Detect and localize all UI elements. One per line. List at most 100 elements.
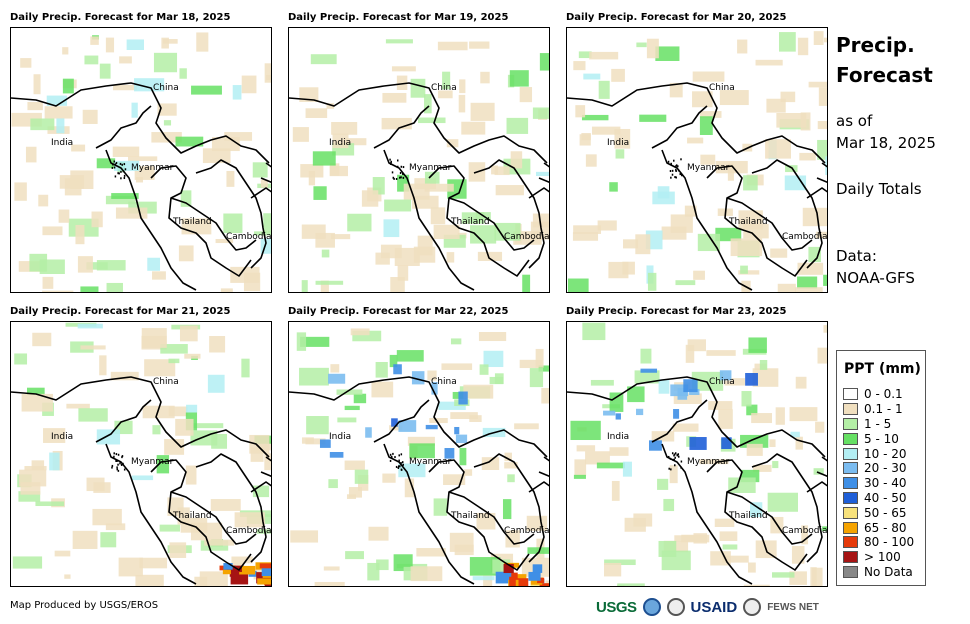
precip-cell: [331, 122, 358, 135]
island-mark: [115, 161, 118, 164]
precip-cell: [300, 164, 324, 178]
precip-cell: [230, 266, 260, 283]
precip-cell: [42, 226, 63, 236]
country-label: India: [607, 138, 629, 148]
precip-cell: [58, 209, 70, 223]
island-mark: [115, 459, 117, 462]
precip-cell: [394, 247, 420, 266]
precip-cell: [42, 276, 54, 289]
precip-cell: [204, 539, 235, 546]
precip-cell: [673, 393, 702, 404]
precip-cell: [305, 108, 328, 118]
precip-cell: [504, 462, 518, 469]
precip-cell: [427, 370, 437, 381]
country-border: [95, 105, 152, 149]
island-mark: [680, 460, 683, 463]
precip-cell: [196, 32, 209, 52]
precip-cell: [823, 274, 827, 286]
usaid-logo: USAID: [690, 598, 738, 616]
precip-cell: [260, 238, 271, 254]
precip-cell: [84, 55, 99, 65]
country-border: [651, 105, 708, 149]
precip-cell: [721, 437, 732, 450]
precip-cell: [186, 404, 198, 413]
country-label: Cambodia: [782, 232, 828, 242]
precip-cell: [532, 107, 549, 119]
country-label: Myanmar: [131, 457, 174, 467]
precip-cell: [30, 118, 55, 131]
legend-label: 0.1 - 1: [864, 402, 903, 417]
legend-label: 30 - 40: [864, 476, 907, 491]
commerce-seal-icon: [666, 598, 685, 616]
precip-cell: [715, 160, 748, 174]
precip-cell: [669, 465, 678, 484]
country-border: [567, 82, 826, 164]
precip-cell: [591, 126, 621, 135]
precip-cell: [797, 276, 818, 289]
precip-map: China India Myanmar Thailand Cambodia: [566, 321, 828, 587]
precip-cell: [800, 112, 811, 131]
precip-cell: [391, 418, 398, 427]
legend-swatch: [843, 565, 858, 578]
island-mark: [117, 469, 120, 472]
precip-cell: [210, 499, 241, 511]
precip-cell: [77, 256, 93, 273]
country-label: Myanmar: [409, 163, 452, 173]
legend-item: > 100: [843, 550, 914, 565]
island-mark: [123, 177, 126, 180]
precip-cell: [320, 280, 329, 292]
precip-cell: [199, 571, 228, 586]
country-border: [11, 82, 270, 164]
precip-cell: [522, 274, 531, 292]
island-mark: [392, 176, 395, 179]
precip-cell: [519, 87, 533, 103]
precip-cell: [573, 225, 602, 234]
precip-cell: [164, 439, 185, 455]
precip-cell: [105, 523, 126, 531]
island-mark: [675, 176, 677, 179]
precip-cell: [99, 355, 107, 376]
precip-cell: [700, 154, 716, 165]
precip-cell: [260, 179, 268, 188]
island-mark: [675, 168, 677, 171]
precip-cell: [699, 459, 729, 465]
country-border: [473, 453, 545, 563]
precip-cell: [91, 211, 103, 228]
precip-cell: [119, 56, 132, 64]
island-mark: [402, 172, 404, 175]
country-label: Thailand: [450, 511, 490, 521]
panel-title: Daily Precip. Forecast for Mar 21, 2025: [10, 306, 231, 317]
precip-cell: [627, 386, 645, 403]
island-mark: [114, 175, 117, 178]
precip-cell: [648, 440, 662, 451]
country-border: [567, 376, 826, 458]
precip-cell: [220, 288, 233, 292]
island-mark: [390, 162, 392, 165]
precip-cell: [472, 576, 495, 581]
island-mark: [670, 468, 672, 471]
country-border: [250, 481, 271, 493]
legend-item: 5 - 10: [843, 431, 914, 446]
precip-cell: [655, 46, 680, 61]
island-mark: [121, 456, 123, 459]
precip-cell: [90, 36, 99, 45]
precip-cell: [463, 384, 494, 399]
precip-cell: [589, 51, 619, 60]
precip-cell: [545, 580, 549, 585]
country-label: Cambodia: [226, 526, 272, 536]
island-mark: [123, 163, 126, 166]
precip-cell: [175, 136, 204, 147]
precip-cell: [697, 233, 721, 252]
precip-cell: [646, 38, 659, 59]
precip-map: China India Myanmar Thailand Cambodia: [288, 27, 550, 293]
precip-cell: [175, 418, 194, 436]
side-title-line2: Forecast: [836, 63, 933, 87]
precip-cell: [817, 347, 827, 364]
island-mark: [675, 165, 677, 168]
island-mark: [680, 158, 682, 161]
island-mark: [111, 466, 113, 469]
precip-cell: [817, 139, 827, 160]
precip-cell: [776, 112, 807, 128]
precip-cell: [141, 328, 167, 348]
precip-cell: [330, 234, 351, 240]
